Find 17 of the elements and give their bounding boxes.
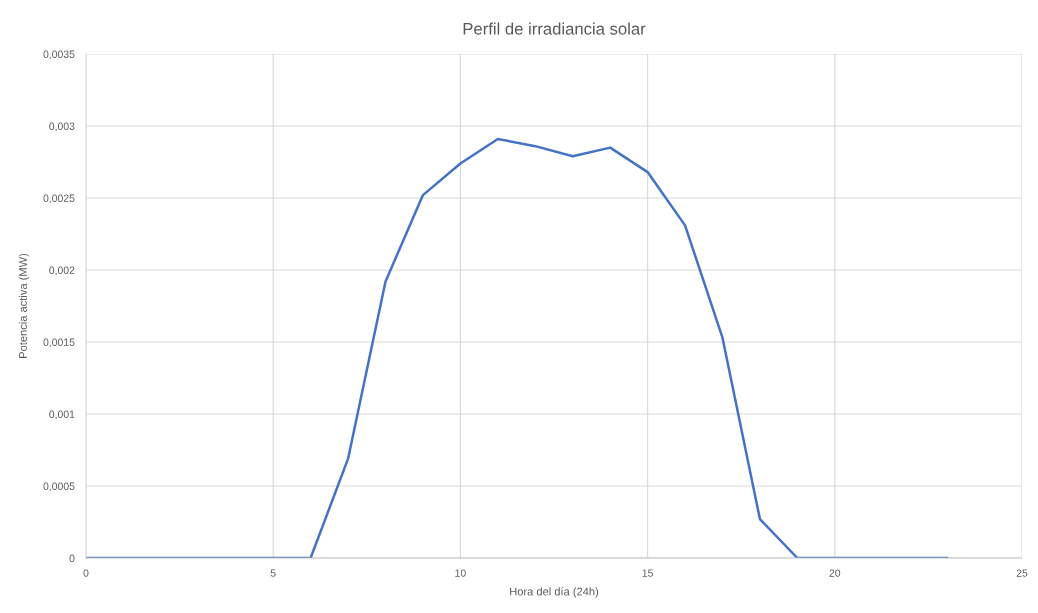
y-tick-label: 0,0005: [43, 482, 75, 492]
x-tick-label: 25: [1016, 569, 1028, 577]
y-axis-title: Potencia activa (MW): [18, 253, 30, 358]
x-axis-title: Hora del día (24h): [510, 587, 599, 598]
y-tick-label: 0,0015: [43, 338, 75, 348]
chart-title: Perfil de irradiancia solar: [463, 22, 646, 35]
x-tick-label: 15: [642, 569, 653, 577]
y-tick-label: 0,003: [49, 122, 75, 132]
y-tick-label: 0,0025: [43, 194, 75, 204]
y-tick-label: 0,002: [49, 266, 75, 276]
x-tick-label: 0: [83, 569, 89, 577]
x-tick-label: 10: [455, 569, 466, 577]
y-tick-label: 0: [69, 554, 75, 562]
x-tick-label: 5: [270, 569, 276, 577]
y-tick-label: 0,0035: [43, 50, 75, 60]
y-tick-label: 0,001: [49, 410, 75, 420]
x-tick-label: 20: [829, 569, 841, 577]
